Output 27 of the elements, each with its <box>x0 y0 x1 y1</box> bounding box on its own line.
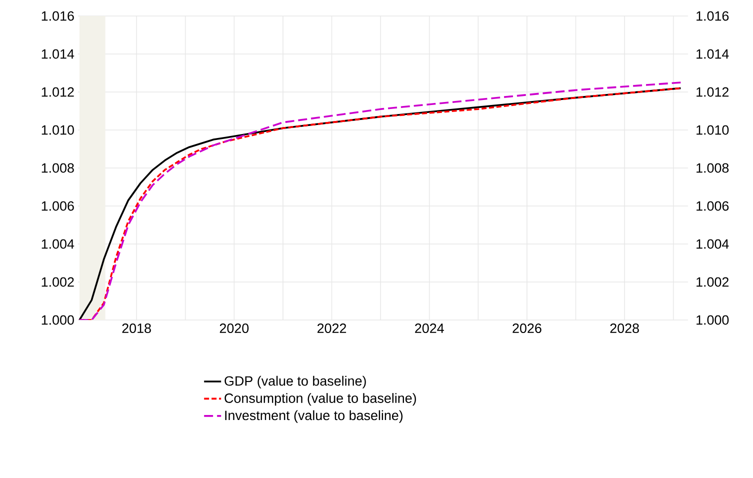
y2-tick-label: 1.008 <box>696 163 729 173</box>
y-tick-label: 1.006 <box>42 201 74 211</box>
y2-tick-label: 1.014 <box>696 49 729 59</box>
y2-tick-label: 1.012 <box>696 87 729 97</box>
x-tick-label: 2028 <box>610 324 639 334</box>
y-tick-label: 1.008 <box>42 163 74 173</box>
y-tick-label: 1.016 <box>42 11 74 21</box>
legend-label: Consumption (value to baseline) <box>224 393 416 406</box>
x-tick-label: 2018 <box>122 324 151 334</box>
y-tick-label: 1.010 <box>42 125 74 135</box>
x-tick-label: 2024 <box>415 324 444 334</box>
y2-tick-label: 1.006 <box>696 201 729 211</box>
x-tick-label: 2026 <box>512 324 542 334</box>
x-tick-label: 2020 <box>220 324 249 334</box>
y-tick-label: 1.002 <box>42 277 74 287</box>
y-tick-label: 1.012 <box>42 87 74 97</box>
x-tick-label: 2022 <box>317 324 346 334</box>
y-tick-label: 1.000 <box>42 315 74 325</box>
y2-tick-label: 1.002 <box>696 277 729 287</box>
legend-label: GDP (value to baseline) <box>224 376 366 388</box>
y-tick-label: 1.004 <box>42 239 74 249</box>
y2-tick-label: 1.016 <box>696 11 729 21</box>
y2-tick-label: 1.004 <box>696 239 729 249</box>
legend-label: Investment (value to baseline) <box>225 410 403 423</box>
y2-tick-label: 1.000 <box>696 315 729 325</box>
y-tick-label: 1.014 <box>42 49 74 59</box>
y2-tick-label: 1.010 <box>696 125 729 135</box>
